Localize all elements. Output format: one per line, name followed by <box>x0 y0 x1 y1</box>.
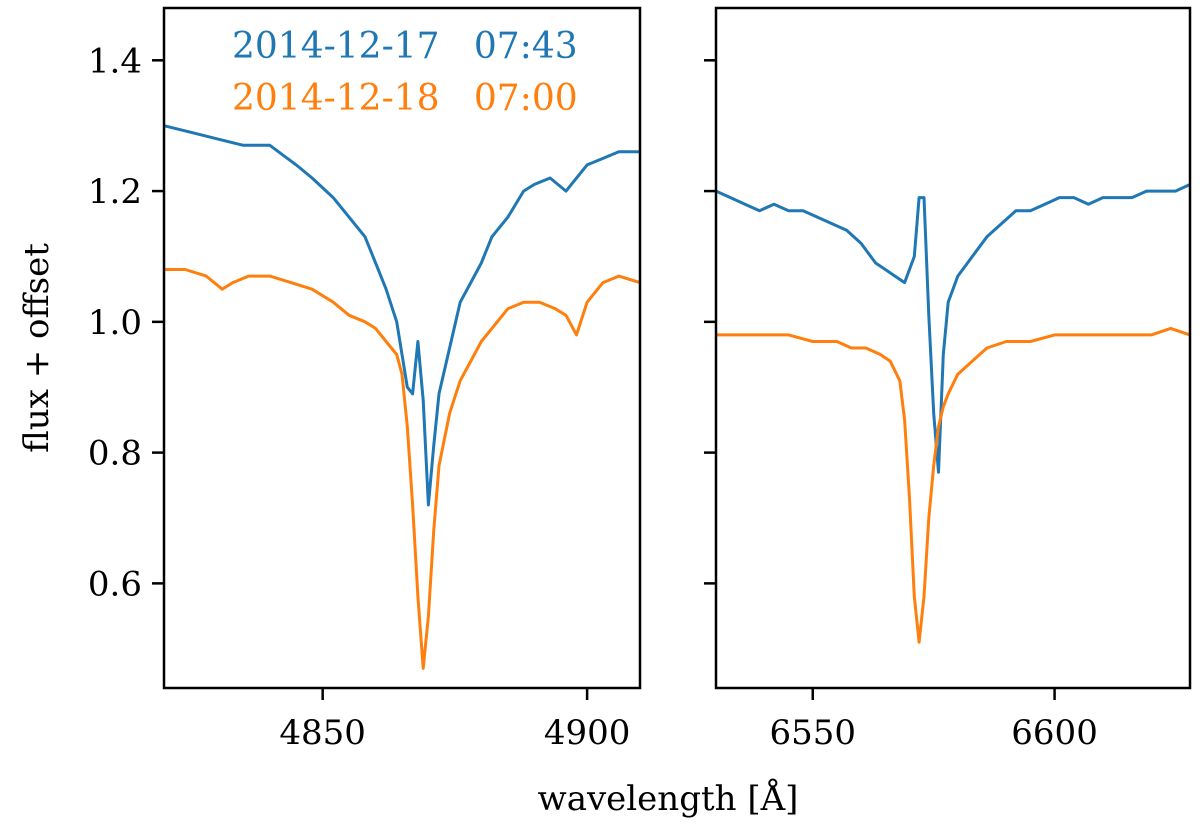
series-line-halpha-2014-12-18 <box>716 326 1191 644</box>
x-axis-label: wavelength [Å] <box>538 778 799 819</box>
y-tick-label: 0.8 <box>88 434 142 474</box>
series-line-hbeta-2014-12-18 <box>164 268 641 670</box>
series-line-halpha-2014-12-17 <box>715 183 1191 474</box>
panel-halpha-frame <box>714 6 1192 690</box>
y-axis-label: flux + offset <box>17 243 57 453</box>
panel-hbeta-frame <box>162 6 642 690</box>
x-tick-label: 4850 <box>279 713 366 753</box>
x-tick-label: 4900 <box>544 713 631 753</box>
y-tick-label: 1.0 <box>88 303 142 343</box>
y-tick-label: 1.4 <box>88 41 142 81</box>
panel-halpha: 6550 6600 <box>704 6 1192 753</box>
y-tick-label: 1.2 <box>88 172 142 212</box>
y-tick-label: 0.6 <box>88 564 142 604</box>
x-tick-label: 6550 <box>769 713 856 753</box>
series-line-hbeta-2014-12-17 <box>163 124 640 507</box>
legend-entry-2014-12-17: 2014-12-17 07:43 <box>232 26 578 67</box>
x-tick-label: 6600 <box>1011 713 1098 753</box>
legend-entry-2014-12-18: 2014-12-18 07:00 <box>232 78 578 119</box>
panel-hbeta: 0.6 0.8 1.0 1.2 1.4 4850 4900 <box>88 6 642 753</box>
